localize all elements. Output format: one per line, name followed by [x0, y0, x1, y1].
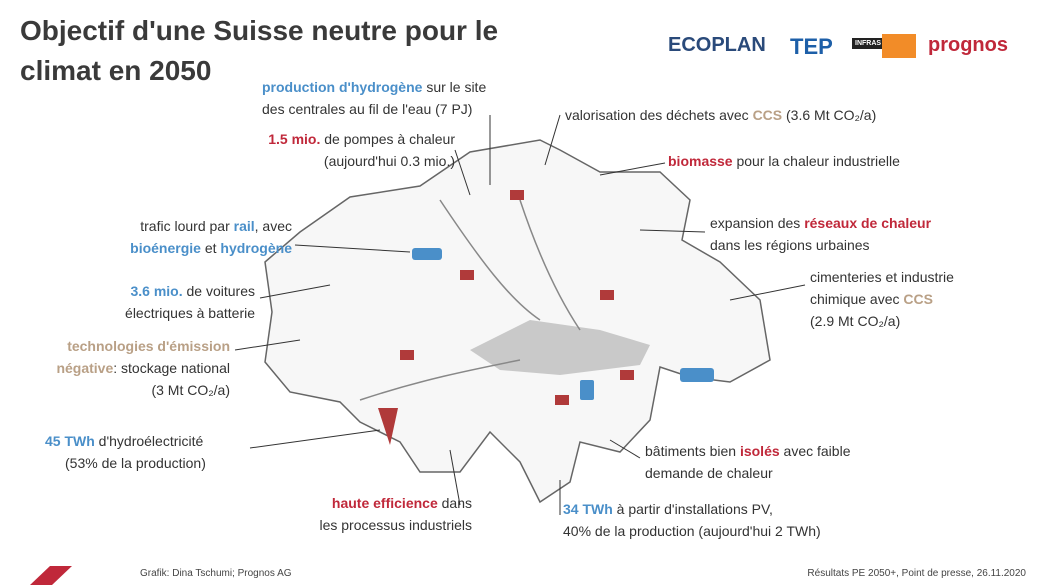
logo-block — [882, 34, 916, 58]
text: valorisation des déchets avec — [565, 107, 753, 123]
highlight: négative — [56, 360, 113, 376]
slide: Objectif d'une Suisse neutre pour le cli… — [0, 0, 1038, 585]
annotation: expansion des réseaux de chaleur dans les… — [710, 212, 931, 256]
annotation: cimenteries et industrie chimique avec CC… — [810, 266, 954, 332]
highlight: 34 TWh — [563, 501, 613, 517]
highlight: rail — [234, 218, 255, 234]
annotation: 45 TWh d'hydroélectricité (53% de la prod… — [45, 430, 206, 474]
text: à partir d'installations PV, — [613, 501, 773, 517]
text: (2.9 Mt CO₂/a) — [810, 313, 900, 329]
annotation: haute efficience dans les processus indus… — [319, 492, 472, 536]
text: d'hydroélectricité — [95, 433, 204, 449]
text: de pompes à chaleur — [320, 131, 455, 147]
text: avec faible — [780, 443, 851, 459]
annotation: valorisation des déchets avec CCS (3.6 M… — [565, 104, 876, 126]
annotation: bâtiments bien isolés avec faible demande… — [645, 440, 850, 484]
highlight: 45 TWh — [45, 433, 95, 449]
text: dans les régions urbaines — [710, 237, 870, 253]
logo: INFRAS — [852, 38, 884, 49]
annotation: technologies d'émission négative: stockag… — [56, 335, 230, 401]
text: 40% de la production (aujourd'hui 2 TWh) — [563, 523, 821, 539]
annotation: biomasse pour la chaleur industrielle — [668, 150, 900, 172]
highlight: réseaux de chaleur — [804, 215, 931, 231]
text: des centrales au fil de l'eau (7 PJ) — [262, 101, 472, 117]
title-line: Objectif d'une Suisse neutre pour le — [20, 14, 498, 48]
text: , avec — [255, 218, 292, 234]
text: (3 Mt CO₂/a) — [151, 382, 230, 398]
text: cimenteries et industrie — [810, 269, 954, 285]
highlight: bioénergie — [130, 240, 201, 256]
highlight: 1.5 mio. — [268, 131, 320, 147]
highlight: technologies d'émission — [67, 338, 230, 354]
logo: TEP — [790, 34, 833, 60]
text: trafic lourd par — [140, 218, 233, 234]
highlight: 3.6 mio. — [130, 283, 182, 299]
highlight: CCS — [903, 291, 933, 307]
logo: prognos — [928, 34, 1008, 57]
highlight: production d'hydrogène — [262, 79, 422, 95]
highlight: isolés — [740, 443, 780, 459]
page-marker — [30, 566, 72, 585]
logo: ECOPLAN — [668, 34, 766, 57]
text: pour la chaleur industrielle — [733, 153, 900, 169]
text: : stockage national — [113, 360, 230, 376]
text: de voitures — [183, 283, 255, 299]
annotation: 3.6 mio. de voitures électriques à batter… — [125, 280, 255, 324]
annotation: 1.5 mio. de pompes à chaleur (aujourd'hui… — [268, 128, 455, 172]
text: bâtiments bien — [645, 443, 740, 459]
page: {"header":{"title_lines":["Objectif d'un… — [0, 0, 1038, 585]
text: les processus industriels — [319, 517, 472, 533]
text: demande de chaleur — [645, 465, 773, 481]
highlight: CCS — [753, 107, 783, 123]
highlight: biomasse — [668, 153, 733, 169]
annotation: 34 TWh à partir d'installations PV, 40% d… — [563, 498, 821, 542]
text: électriques à batterie — [125, 305, 255, 321]
text: (3.6 Mt CO₂/a) — [782, 107, 876, 123]
text: dans — [438, 495, 472, 511]
text: chimique avec — [810, 291, 903, 307]
title-line: climat en 2050 — [20, 54, 211, 88]
credit: Grafik: Dina Tschumi; Prognos AG — [140, 568, 292, 579]
source: Résultats PE 2050+, Point de presse, 26.… — [807, 568, 1026, 579]
text: (aujourd'hui 0.3 mio.) — [324, 153, 455, 169]
text: sur le site — [422, 79, 486, 95]
highlight: haute efficience — [332, 495, 438, 511]
annotation: production d'hydrogène sur le site des ce… — [262, 76, 486, 120]
text: expansion des — [710, 215, 804, 231]
highlight: hydrogène — [220, 240, 292, 256]
text: et — [201, 240, 220, 256]
annotation: trafic lourd par rail, avec bioénergie et… — [130, 215, 292, 259]
page-number: 15 — [16, 569, 27, 580]
text: (53% de la production) — [45, 455, 206, 471]
